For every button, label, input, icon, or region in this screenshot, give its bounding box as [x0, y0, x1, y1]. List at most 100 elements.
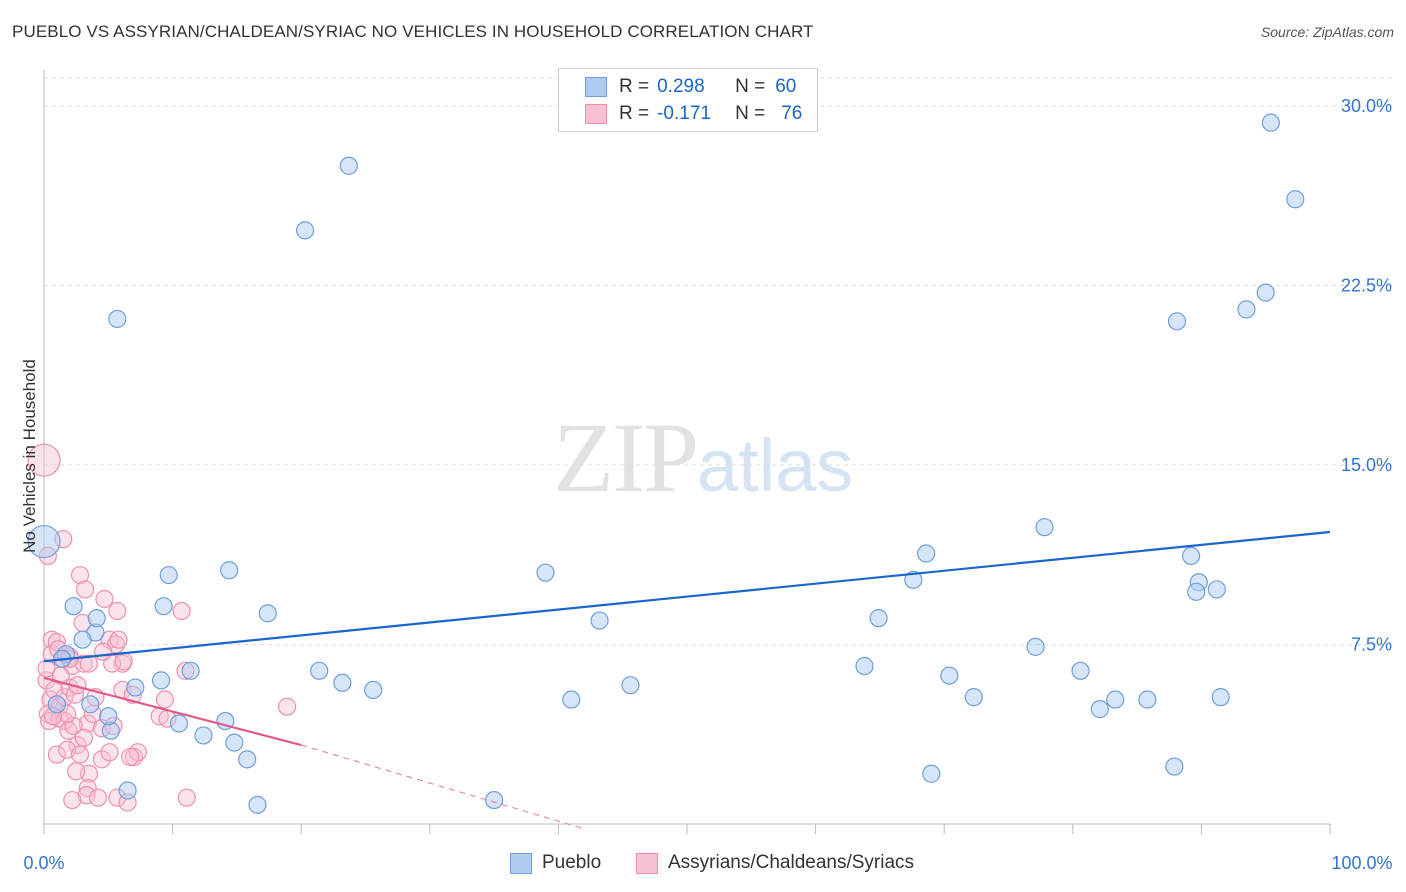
x-tick-label: 100.0%	[1331, 853, 1392, 873]
pueblo-trend-line	[43, 530, 1331, 663]
pueblo-point	[159, 565, 178, 585]
legend-r-value: -0.171	[657, 103, 711, 124]
pueblo-point	[220, 561, 239, 580]
assyrian-point	[79, 654, 99, 673]
legend-r-label: R =	[619, 76, 650, 97]
pueblo-point	[1182, 546, 1201, 566]
legend-r-label: R =	[619, 103, 650, 124]
pueblo-point	[1211, 688, 1230, 707]
legend-row-pueblo: R = 0.298 N = 60	[585, 75, 796, 99]
pueblo-point	[917, 544, 936, 563]
x-tick-label: 0.0%	[23, 853, 64, 873]
legend-row-assyrian: R = -0.171 N = 76	[585, 102, 802, 126]
assyrian-trend-extension	[301, 744, 585, 830]
y-tick-label: 7.5%	[1351, 634, 1392, 654]
pueblo-point	[1035, 518, 1054, 537]
assyrian-point	[94, 642, 113, 661]
pueblo-point	[964, 688, 983, 707]
legend-swatch-pueblo	[585, 77, 607, 97]
pueblo-point	[238, 750, 257, 769]
pueblo-point	[904, 570, 923, 589]
assyrian-trend-line	[43, 676, 302, 747]
assyrian-point	[67, 762, 86, 781]
legend-n-value: 76	[781, 103, 803, 124]
assyrian-point	[121, 747, 140, 767]
legend-n-value: 60	[775, 76, 797, 97]
pueblo-point	[1106, 690, 1125, 709]
pueblo-point	[108, 309, 127, 329]
pueblo-point	[1261, 113, 1280, 132]
pueblo-points	[27, 113, 1305, 814]
y-tick-label: 22.5%	[1341, 275, 1392, 295]
pueblo-point	[151, 671, 171, 690]
pueblo-point	[64, 597, 83, 616]
assyrian-point	[100, 743, 119, 762]
pueblo-point	[940, 666, 959, 685]
assyrian-point	[27, 443, 61, 477]
y-tick-label: 30.0%	[1341, 96, 1392, 116]
pueblo-point	[1237, 300, 1256, 319]
pueblo-point	[1071, 661, 1090, 680]
watermark-atlas: atlas	[697, 424, 854, 507]
legend-n-label: N =	[735, 103, 766, 124]
bottom-legend-swatch-assyrian	[636, 852, 658, 874]
pueblo-point	[194, 726, 213, 745]
pueblo-point	[1286, 190, 1305, 209]
pueblo-point	[47, 695, 66, 714]
assyrian-point	[92, 750, 111, 769]
legend-r-value: 0.298	[657, 76, 705, 97]
pueblo-point	[364, 680, 383, 700]
y-axis-label: No Vehicles in Household	[20, 359, 39, 553]
watermark-zip: ZIP	[553, 402, 699, 513]
legend-n-label: N =	[735, 76, 766, 97]
pueblo-point	[590, 611, 609, 630]
pueblo-point	[869, 609, 888, 628]
pueblo-point	[118, 781, 137, 800]
pueblo-point	[855, 656, 874, 676]
assyrian-point	[74, 654, 93, 673]
assyrian-point	[70, 745, 90, 764]
pueblo-point	[621, 676, 640, 695]
assyrian-point	[70, 565, 90, 585]
assyrian-point	[47, 745, 66, 764]
pueblo-point	[169, 714, 189, 733]
source-credit: Source: ZipAtlas.com	[1260, 24, 1394, 40]
pueblo-point	[258, 604, 277, 623]
pueblo-point	[1165, 757, 1184, 776]
pueblo-point	[73, 630, 92, 649]
axes	[43, 70, 1331, 834]
bottom-legend-assyrian: Assyrians/Chaldeans/Syriacs	[636, 852, 914, 874]
pueblo-point	[922, 764, 941, 783]
pueblo-point	[1090, 700, 1109, 719]
pueblo-point	[339, 156, 358, 175]
assyrian-point	[78, 714, 97, 733]
pueblo-point	[87, 609, 106, 628]
assyrian-point	[76, 580, 95, 599]
pueblo-point	[248, 795, 267, 814]
pueblo-point	[1187, 582, 1206, 601]
bottom-legend-swatch-pueblo	[510, 852, 532, 874]
pueblo-point	[333, 673, 352, 692]
x-tick-labels: 0.0% 100.0%	[23, 853, 1392, 873]
pueblo-point	[27, 524, 61, 559]
pueblo-point	[225, 733, 244, 752]
assyrian-point	[74, 728, 93, 747]
assyrian-point	[55, 711, 74, 731]
pueblo-point	[126, 678, 145, 697]
pueblo-point	[81, 695, 100, 714]
pueblo-point	[1207, 580, 1226, 599]
pueblo-point	[562, 690, 581, 709]
pueblo-point	[1256, 283, 1275, 302]
assyrian-point	[277, 697, 297, 716]
assyrian-point	[95, 589, 114, 609]
assyrian-point	[172, 601, 191, 621]
trend-lines	[43, 530, 1331, 830]
bottom-legend-pueblo: Pueblo	[510, 852, 601, 874]
assyrian-point	[108, 601, 127, 621]
pueblo-point	[295, 221, 315, 240]
assyrian-point	[114, 652, 133, 671]
pueblo-point	[181, 661, 200, 680]
pueblo-point	[1026, 637, 1045, 656]
legend: R = 0.298 N = 60 R = -0.171 N = 76	[558, 68, 818, 132]
